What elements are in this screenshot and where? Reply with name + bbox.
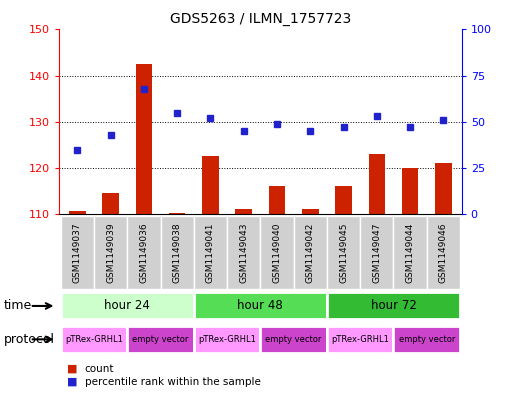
Bar	[335, 186, 352, 214]
Bar	[61, 292, 194, 320]
Text: GSM1149040: GSM1149040	[272, 222, 282, 283]
Bar	[260, 216, 293, 289]
Bar	[235, 209, 252, 214]
Text: hour 48: hour 48	[238, 299, 283, 312]
Text: count: count	[85, 364, 114, 374]
Text: hour 72: hour 72	[370, 299, 417, 312]
Text: hour 24: hour 24	[104, 299, 150, 312]
Text: ■: ■	[67, 364, 77, 374]
Bar	[293, 216, 327, 289]
Text: GSM1149039: GSM1149039	[106, 222, 115, 283]
Title: GDS5263 / ILMN_1757723: GDS5263 / ILMN_1757723	[170, 12, 351, 26]
Text: empty vector: empty vector	[399, 335, 455, 344]
Bar	[135, 64, 152, 214]
Text: GSM1149041: GSM1149041	[206, 222, 215, 283]
Text: GSM1149042: GSM1149042	[306, 222, 315, 283]
Text: GSM1149044: GSM1149044	[406, 222, 415, 283]
Bar	[94, 216, 127, 289]
Text: empty vector: empty vector	[132, 335, 189, 344]
Bar	[327, 292, 460, 320]
Bar	[194, 326, 260, 353]
Bar	[194, 216, 227, 289]
Bar	[61, 326, 127, 353]
Bar	[169, 213, 186, 214]
Bar	[368, 154, 385, 214]
Text: empty vector: empty vector	[265, 335, 322, 344]
Text: GSM1149047: GSM1149047	[372, 222, 381, 283]
Text: GSM1149038: GSM1149038	[173, 222, 182, 283]
Text: GSM1149043: GSM1149043	[239, 222, 248, 283]
Bar	[327, 326, 393, 353]
Text: protocol: protocol	[4, 333, 55, 346]
Bar	[69, 211, 86, 214]
Text: percentile rank within the sample: percentile rank within the sample	[85, 377, 261, 387]
Bar	[393, 216, 427, 289]
Bar	[269, 186, 285, 214]
Bar	[327, 216, 360, 289]
Bar	[227, 216, 260, 289]
Text: GSM1149036: GSM1149036	[140, 222, 148, 283]
Bar	[360, 216, 393, 289]
Bar	[402, 168, 419, 214]
Bar	[435, 163, 452, 214]
Bar	[127, 326, 194, 353]
Bar	[260, 326, 327, 353]
Bar	[427, 216, 460, 289]
Bar	[202, 156, 219, 214]
Bar	[194, 292, 327, 320]
Bar	[302, 209, 319, 214]
Bar	[161, 216, 194, 289]
Text: GSM1149045: GSM1149045	[339, 222, 348, 283]
Bar	[393, 326, 460, 353]
Bar	[127, 216, 161, 289]
Text: time: time	[4, 299, 32, 312]
Text: pTRex-GRHL1: pTRex-GRHL1	[331, 335, 389, 344]
Text: GSM1149046: GSM1149046	[439, 222, 448, 283]
Text: pTRex-GRHL1: pTRex-GRHL1	[65, 335, 123, 344]
Text: ■: ■	[67, 377, 77, 387]
Bar	[61, 216, 94, 289]
Bar	[102, 193, 119, 214]
Text: pTRex-GRHL1: pTRex-GRHL1	[198, 335, 256, 344]
Text: GSM1149037: GSM1149037	[73, 222, 82, 283]
